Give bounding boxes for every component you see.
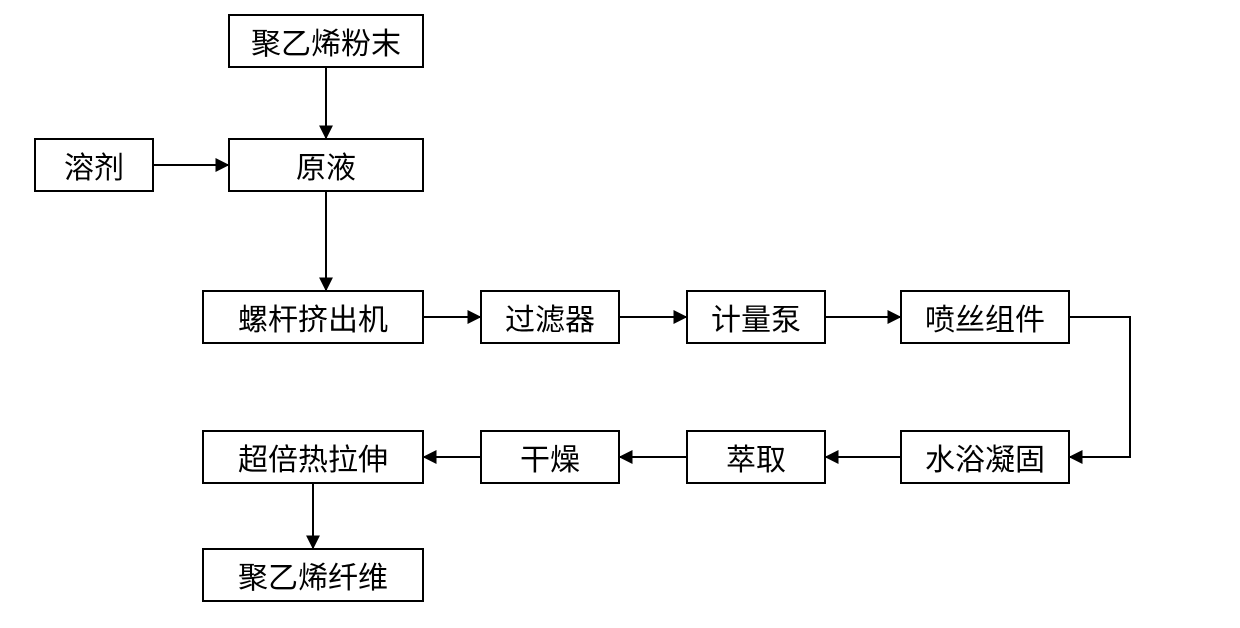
node-label: 溶剂 [64,143,124,187]
flowchart-canvas: 聚乙烯粉末 溶剂 原液 螺杆挤出机 过滤器 计量泵 喷丝组件 水浴凝固 萃取 干… [0,0,1240,628]
node-label: 喷丝组件 [925,295,1045,339]
node-waterbath: 水浴凝固 [900,430,1070,484]
node-extruder: 螺杆挤出机 [202,290,424,344]
node-label: 水浴凝固 [925,435,1045,479]
node-solvent: 溶剂 [34,138,154,192]
node-filter: 过滤器 [480,290,620,344]
node-label: 干燥 [520,435,580,479]
node-dry: 干燥 [480,430,620,484]
node-label: 聚乙烯纤维 [238,553,388,597]
edge-spinneret-to-waterbath [1070,317,1130,457]
node-spinneret: 喷丝组件 [900,290,1070,344]
node-stretch: 超倍热拉伸 [202,430,424,484]
node-pe-powder: 聚乙烯粉末 [228,14,424,68]
node-pe-fiber: 聚乙烯纤维 [202,548,424,602]
node-solution: 原液 [228,138,424,192]
node-pump: 计量泵 [686,290,826,344]
node-label: 过滤器 [505,295,595,339]
node-extract: 萃取 [686,430,826,484]
node-label: 萃取 [726,435,786,479]
node-label: 超倍热拉伸 [238,435,388,479]
node-label: 原液 [296,143,356,187]
node-label: 聚乙烯粉末 [251,19,401,63]
node-label: 螺杆挤出机 [238,295,388,339]
node-label: 计量泵 [711,295,801,339]
